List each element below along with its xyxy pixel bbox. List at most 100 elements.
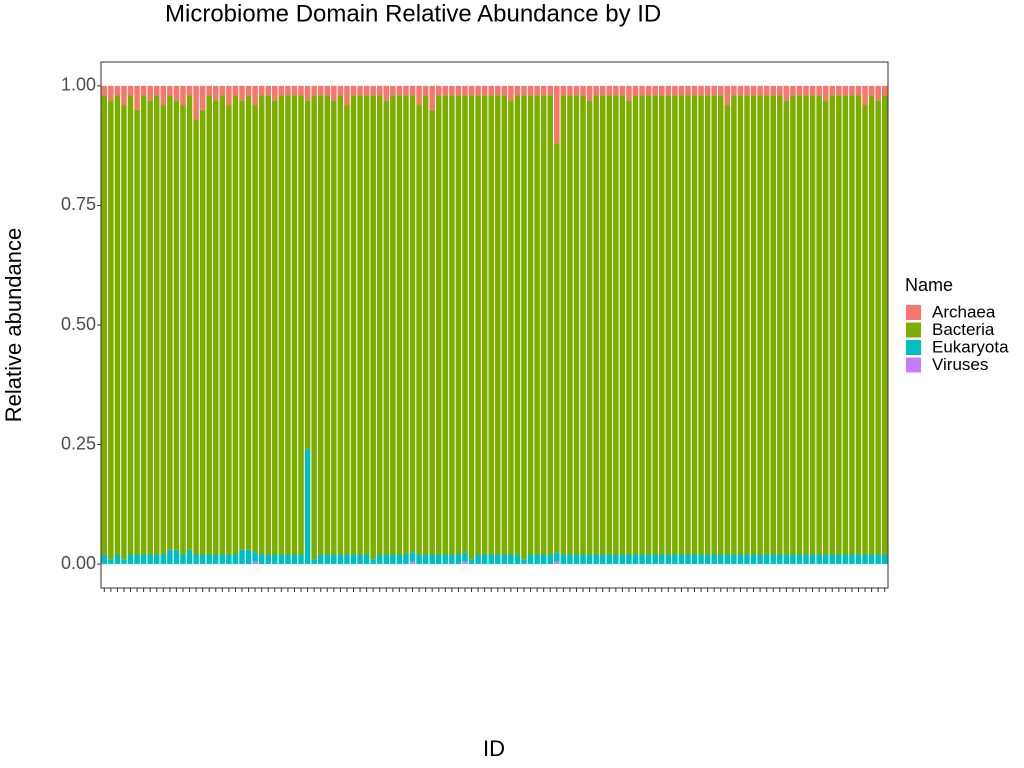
- bar-segment: [147, 100, 153, 555]
- bar-segment: [376, 554, 383, 565]
- bar-segment: [199, 554, 206, 565]
- bar-segment: [403, 95, 409, 555]
- bar-segment: [278, 95, 285, 555]
- bar-segment: [475, 95, 481, 555]
- bar-segment: [193, 554, 199, 565]
- bar-segment: [455, 85, 462, 96]
- bar-segment: [724, 85, 731, 106]
- bar-segment: [206, 554, 212, 565]
- bar-segment: [285, 85, 291, 96]
- bar-segment: [560, 95, 567, 555]
- bar-segment: [409, 561, 416, 565]
- bar-segment: [337, 85, 344, 96]
- bar-segment: [868, 95, 875, 555]
- bar-segment: [547, 85, 554, 96]
- bar-segment: [140, 85, 147, 96]
- bar-segment: [763, 85, 770, 96]
- bar-segment: [409, 552, 416, 562]
- bar-segment: [199, 109, 206, 555]
- bar-segment: [422, 85, 429, 96]
- legend-label: Archaea: [932, 302, 996, 321]
- bar-segment: [475, 85, 481, 96]
- bar-segment: [632, 554, 639, 565]
- bar-segment: [317, 554, 324, 565]
- bar-segment: [691, 85, 698, 96]
- bar-segment: [613, 95, 619, 555]
- bar-segment: [357, 95, 363, 555]
- bar-segment: [613, 554, 619, 565]
- bar-segment: [324, 95, 331, 555]
- bar-segment: [219, 85, 226, 96]
- bar-segment: [252, 561, 258, 565]
- bar-segment: [344, 85, 350, 106]
- bar-segment: [449, 554, 455, 565]
- bar-segment: [606, 85, 613, 96]
- bar-segment: [186, 85, 193, 96]
- bar-segment: [777, 554, 783, 565]
- bar-segment: [508, 554, 514, 565]
- bar-segment: [645, 85, 652, 96]
- bar-segment: [468, 95, 475, 560]
- bar-segment: [796, 95, 803, 555]
- bar-segment: [153, 85, 160, 96]
- bar-segment: [396, 95, 403, 555]
- bar-segment: [599, 554, 606, 565]
- bar-segment: [822, 100, 829, 555]
- bar-segment: [278, 85, 285, 96]
- bar-segment: [121, 85, 127, 106]
- bar-segment: [232, 85, 239, 96]
- bar-segment: [252, 105, 258, 553]
- bar-segment: [449, 95, 455, 555]
- bar-segment: [783, 100, 790, 555]
- bar-segment: [331, 85, 337, 101]
- bar-segment: [777, 85, 783, 96]
- bar-segment: [331, 100, 337, 555]
- bar-segment: [403, 554, 409, 565]
- bar-segment: [495, 85, 501, 96]
- bar-segment: [344, 554, 350, 565]
- bar-segment: [573, 554, 580, 565]
- bar-segment: [567, 85, 573, 96]
- bar-segment: [711, 554, 717, 565]
- bar-segment: [180, 105, 186, 555]
- bar-segment: [842, 554, 849, 565]
- bar-segment: [809, 554, 816, 565]
- bar-segment: [383, 85, 390, 101]
- bar-segment: [429, 85, 435, 110]
- bar-segment: [547, 554, 554, 565]
- bar-segment: [809, 95, 816, 555]
- bar-segment: [455, 554, 462, 565]
- bar-segment: [711, 85, 717, 96]
- bar-segment: [672, 95, 678, 555]
- bar-segment: [376, 85, 383, 96]
- bar-segment: [180, 554, 186, 565]
- bar-segment: [213, 554, 219, 565]
- y-tick-label: 0.00: [61, 553, 96, 573]
- bar-segment: [652, 95, 658, 555]
- bar-segment: [160, 105, 167, 555]
- bar-segment: [803, 95, 809, 555]
- bar-segment: [580, 95, 586, 555]
- y-tick-label: 0.25: [61, 433, 96, 453]
- bar-segment: [521, 95, 527, 560]
- bar-segment: [291, 95, 298, 555]
- bar-segment: [560, 85, 567, 96]
- bar-segment: [495, 95, 501, 555]
- bar-segment: [449, 85, 455, 96]
- bar-segment: [698, 554, 704, 565]
- bar-segment: [383, 100, 390, 555]
- bar-segment: [265, 554, 271, 565]
- bar-segment: [226, 85, 232, 106]
- bar-segment: [744, 554, 750, 565]
- bar-segment: [540, 95, 547, 555]
- bar-segment: [875, 100, 881, 555]
- bar-segment: [842, 95, 849, 555]
- bar-segment: [383, 554, 390, 565]
- bar-segment: [462, 552, 468, 562]
- bar-segment: [632, 85, 639, 96]
- bar-segment: [527, 85, 534, 96]
- bar-segment: [816, 95, 822, 555]
- bar-segment: [508, 100, 514, 555]
- legend-key: [906, 322, 921, 338]
- bar-segment: [770, 95, 776, 555]
